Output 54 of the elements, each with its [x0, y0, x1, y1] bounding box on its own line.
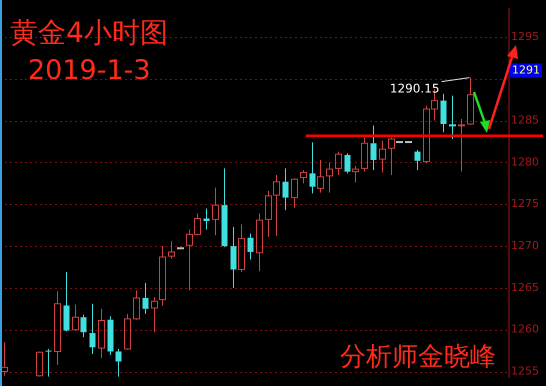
candlestick	[230, 226, 236, 288]
annotation: 分析师金晓峰	[340, 341, 496, 374]
y-tick-label: 1265	[511, 280, 539, 294]
candlestick	[352, 165, 359, 184]
y-tick-label: 1280	[511, 155, 539, 168]
candlestick	[300, 170, 307, 184]
candlestick	[467, 77, 474, 126]
y-tick-label: 1285	[511, 114, 539, 127]
candlestick	[98, 308, 105, 359]
candlestick	[142, 282, 148, 314]
candlestick	[64, 272, 70, 332]
candlestick	[159, 246, 166, 306]
candlestick	[168, 240, 175, 260]
candlestick	[273, 174, 280, 237]
candlestick	[449, 95, 456, 140]
candlestick	[90, 303, 96, 354]
candlestick	[265, 190, 272, 238]
candlestick	[379, 140, 386, 174]
y-tick-label: 1260	[511, 322, 539, 336]
candlestick	[291, 178, 298, 208]
annotation: 1290.15	[390, 82, 440, 96]
y-tick-label: 1275	[511, 197, 539, 210]
y-tick-label: 1295	[511, 30, 539, 43]
candlestick	[440, 93, 446, 133]
candlestick	[116, 348, 122, 378]
candlestick	[46, 348, 52, 378]
candlestick	[204, 208, 210, 230]
candlestick	[414, 149, 420, 171]
candlestick	[54, 290, 61, 366]
y-tick-label: 1255	[511, 364, 539, 378]
candlestick	[72, 304, 79, 332]
y-tick-label: 1270	[511, 238, 539, 252]
candlestick	[310, 142, 316, 194]
candlestick	[317, 159, 324, 194]
candlestick	[151, 296, 158, 333]
candlestick	[326, 162, 333, 194]
candlestick	[1, 342, 8, 376]
candlestick	[108, 316, 114, 356]
candlestick	[248, 233, 254, 260]
chart-title: 黄金4小时图	[10, 15, 168, 51]
candlestick	[335, 151, 342, 176]
candlestick	[222, 168, 228, 248]
candlestick	[370, 125, 376, 171]
candlestick	[458, 118, 465, 172]
annotation: 1291	[512, 63, 540, 76]
candlestick	[256, 212, 263, 272]
candlestick	[80, 314, 86, 338]
candlestick	[212, 187, 219, 236]
text: 2019-1-3	[28, 55, 151, 86]
candlestick	[361, 136, 368, 172]
candlestick	[282, 168, 288, 211]
candlestick	[238, 224, 245, 273]
candlestick	[388, 136, 395, 176]
candlestick	[344, 152, 350, 174]
